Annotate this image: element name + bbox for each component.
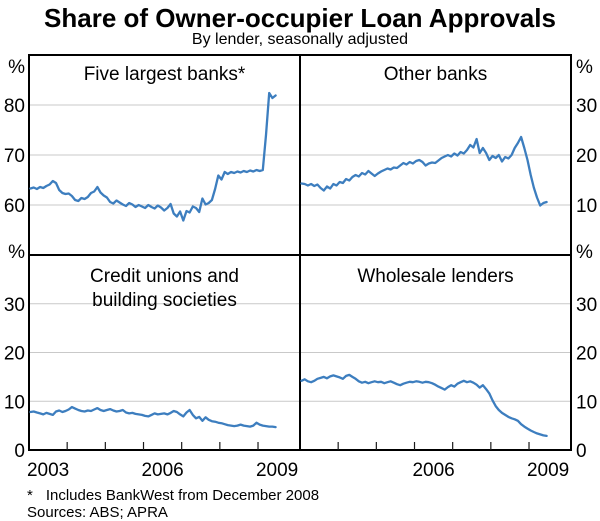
chart-subtitle: By lender, seasonally adjusted bbox=[191, 31, 409, 48]
y-axis-unit-label-wholesale-lenders: % bbox=[576, 242, 593, 263]
line-series-wholesale-lenders bbox=[300, 373, 548, 438]
y-axis-tick-label-wholesale-lenders-10: 10 bbox=[576, 392, 597, 413]
y-axis-tick-label-five-largest-banks-80: 80 bbox=[4, 96, 25, 117]
chart-title: Share of Owner-occupier Loan Approvals bbox=[44, 3, 556, 33]
y-axis-tick-label-credit-unions-building-societies-0: 0 bbox=[14, 441, 25, 462]
y-axis-tick-label-other-banks-30: 30 bbox=[576, 96, 597, 117]
line-series-five-largest-banks bbox=[29, 91, 277, 222]
panel-title-five-largest-banks: Five largest banks* bbox=[84, 64, 246, 85]
y-axis-tick-label-wholesale-lenders-20: 20 bbox=[576, 344, 597, 365]
y-axis-tick-label-other-banks-20: 20 bbox=[576, 146, 597, 167]
y-axis-tick-label-other-banks-10: 10 bbox=[576, 196, 597, 217]
y-axis-tick-label-credit-unions-building-societies-20: 20 bbox=[4, 344, 25, 365]
y-axis-tick-label-wholesale-lenders-0: 0 bbox=[576, 441, 587, 462]
panel-title-other-banks: Other banks bbox=[384, 64, 488, 85]
footnote-text: Includes BankWest from December 2008 bbox=[45, 487, 320, 504]
x-axis-year-label-2006: 2006 bbox=[412, 460, 454, 481]
panel-title-wholesale-lenders: Wholesale lenders bbox=[357, 266, 513, 287]
panel-title-credit-unions-building-societies: building societies bbox=[92, 290, 237, 311]
panel-title-credit-unions-building-societies: Credit unions and bbox=[90, 266, 239, 287]
x-axis-year-label-2003: 2003 bbox=[27, 460, 69, 481]
footnote: * Includes BankWest from December 2008 bbox=[27, 487, 319, 504]
x-axis-year-label-2009: 2009 bbox=[527, 460, 569, 481]
line-series-credit-unions-building-societies bbox=[29, 405, 277, 429]
x-axis-year-label-2006: 2006 bbox=[141, 460, 183, 481]
line-series-other-banks bbox=[300, 135, 548, 207]
y-axis-tick-label-five-largest-banks-70: 70 bbox=[4, 146, 25, 167]
y-axis-tick-label-wholesale-lenders-30: 30 bbox=[576, 295, 597, 316]
y-axis-tick-label-five-largest-banks-60: 60 bbox=[4, 196, 25, 217]
y-axis-unit-label-credit-unions-building-societies: % bbox=[8, 242, 25, 263]
y-axis-tick-label-credit-unions-building-societies-10: 10 bbox=[4, 392, 25, 413]
sources-note: Sources: ABS; APRA bbox=[27, 504, 168, 521]
y-axis-unit-label-other-banks: % bbox=[576, 57, 593, 78]
footnote-asterisk: * bbox=[27, 487, 33, 504]
y-axis-tick-label-credit-unions-building-societies-30: 30 bbox=[4, 295, 25, 316]
y-axis-unit-label-five-largest-banks: % bbox=[8, 57, 25, 78]
x-axis-year-label-2009: 2009 bbox=[256, 460, 298, 481]
